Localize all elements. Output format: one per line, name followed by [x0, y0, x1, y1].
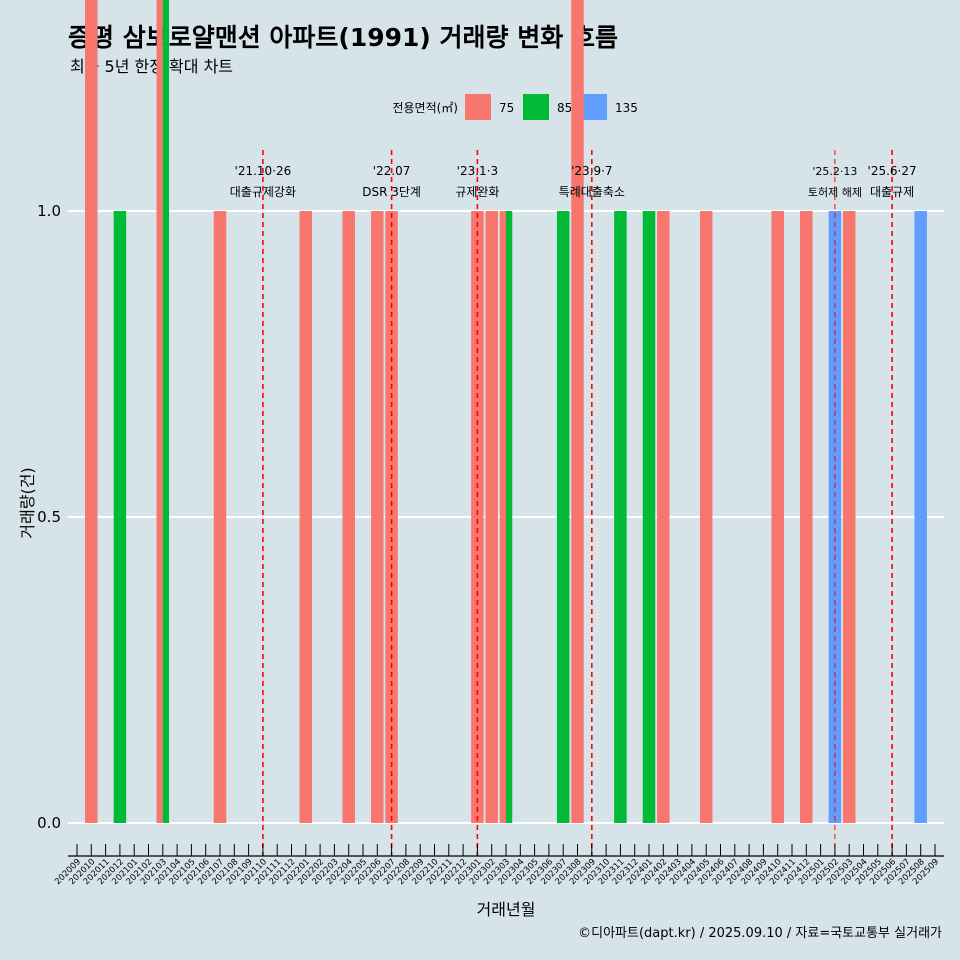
bar-75-202204	[342, 211, 355, 823]
event-description-label: 대출규제	[870, 185, 914, 199]
event-description-label: 특례대출축소	[559, 185, 625, 199]
y-axis: 0.00.51.01.52.0	[37, 202, 61, 832]
legend-swatch-135	[581, 94, 607, 120]
event-description-label: 토허제 해제	[808, 185, 862, 199]
bar-85-202103	[162, 0, 170, 823]
event-date-label: '25.2·13	[812, 165, 857, 178]
y-axis-title: 거래량(건)	[18, 467, 37, 538]
bar-85-202401	[642, 211, 656, 823]
bar-135-202508	[914, 211, 927, 823]
bar-75-202412	[800, 211, 813, 823]
event-description-label: 규제완화	[455, 185, 499, 199]
legend: 전용면적(㎡) 75 85 135	[392, 94, 638, 120]
legend-swatch-75	[465, 94, 491, 120]
event-date-label: '23.9·7	[571, 164, 612, 178]
event-date-label: '23.1·3	[457, 164, 498, 178]
bar-75-202308	[571, 0, 584, 823]
bar-75-202410	[771, 211, 784, 823]
bar-75-202303	[499, 211, 506, 823]
x-axis-title: 거래년월	[477, 900, 536, 919]
event-date-label: '25.6·27	[868, 164, 917, 178]
bar-135-202502	[828, 211, 842, 823]
legend-label-85: 85	[557, 101, 572, 115]
bars	[85, 0, 927, 823]
bar-85-202307	[556, 211, 570, 823]
bar-75-202301	[471, 211, 484, 823]
bar-75-202503	[842, 211, 856, 823]
bar-75-202207	[385, 211, 398, 823]
legend-label-75: 75	[499, 101, 514, 115]
event-description-label: DSR 3단계	[362, 185, 421, 199]
legend-title: 전용면적(㎡)	[392, 101, 458, 115]
bar-75-202402	[657, 211, 670, 823]
event-date-label: '21.10·26	[235, 164, 292, 178]
bar-85-202311	[614, 211, 627, 823]
bar-75-202103	[156, 0, 163, 823]
bar-75-202201	[299, 211, 313, 823]
footer-source: ©디아파트(dapt.kr) / 2025.09.10 / 자료=국토교통부 실…	[578, 926, 942, 941]
bar-75-202405	[699, 211, 713, 823]
event-description-label: 대출규제강화	[230, 185, 296, 199]
bar-75-202302	[485, 211, 498, 823]
event-lines: '21.10·26 대출규제강화 '22.07 DSR 3단계 '23.1·3 규제완화 '…	[230, 150, 917, 856]
chart-subtitle: 최근 5년 한정 확대 차트	[70, 57, 234, 76]
bar-85-202012	[113, 211, 127, 823]
bar-75-202010	[85, 0, 98, 823]
x-axis: 2020092020102020112020122021012021022021…	[53, 844, 944, 887]
bar-75-202206	[371, 211, 384, 823]
bar-75-202107	[213, 211, 227, 823]
y-tick-label: 0.0	[37, 814, 61, 832]
event-date-label: '22.07	[373, 164, 411, 178]
y-tick-label: 1.0	[37, 202, 61, 220]
legend-swatch-85	[523, 94, 549, 120]
y-tick-label: 0.5	[37, 508, 61, 526]
legend-label-135: 135	[615, 101, 638, 115]
bar-85-202303	[506, 211, 513, 823]
